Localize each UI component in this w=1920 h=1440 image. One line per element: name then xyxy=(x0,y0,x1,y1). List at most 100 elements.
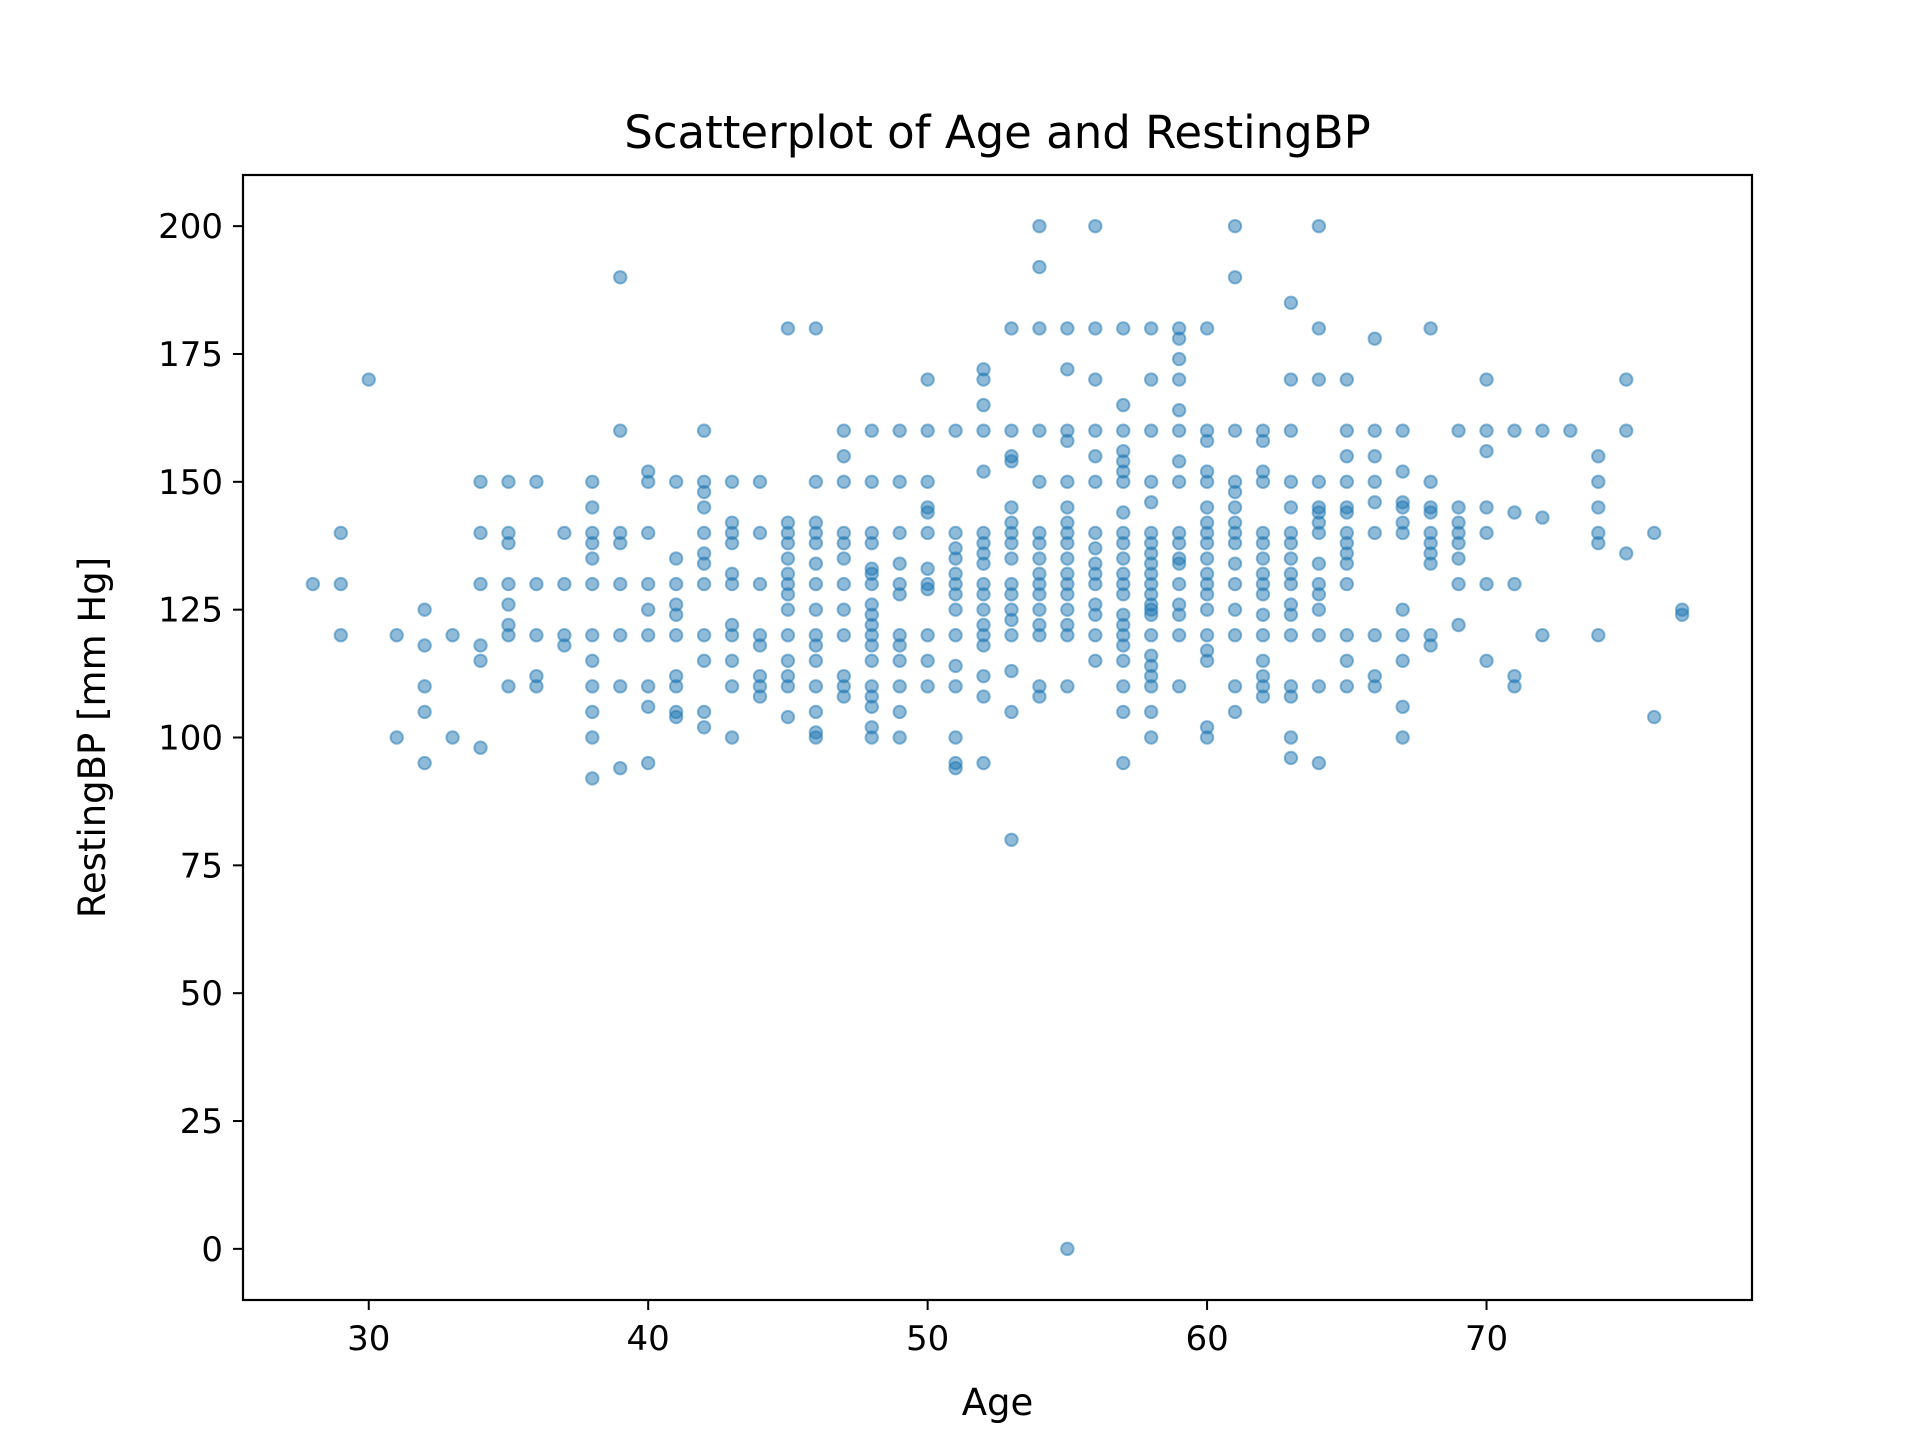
scatter-point xyxy=(920,423,935,438)
scatter-point xyxy=(1311,628,1327,643)
scatter-point xyxy=(585,576,600,592)
y-axis-ticks: 0 25 50 75 100 125 150 175 200 xyxy=(158,207,243,1270)
scatter-point xyxy=(724,730,740,745)
scatter-point xyxy=(752,525,768,541)
scatter-point xyxy=(1283,474,1299,490)
scatter-point xyxy=(1143,648,1159,663)
scatter-point xyxy=(640,602,656,617)
scatter-point xyxy=(1171,372,1187,387)
scatter-point xyxy=(501,679,516,694)
scatter-point xyxy=(1171,576,1187,592)
scatter-point xyxy=(1060,1241,1075,1257)
scatter-point xyxy=(696,576,712,592)
scatter-point xyxy=(1143,704,1159,720)
scatter-point xyxy=(696,423,712,438)
scatter-point xyxy=(836,602,852,617)
x-tick-label: 30 xyxy=(347,1319,390,1359)
scatter-point xyxy=(668,668,684,684)
scatter-point xyxy=(808,628,824,643)
scatter-point xyxy=(1283,500,1299,515)
scatter-point xyxy=(668,704,684,720)
scatter-point xyxy=(1032,566,1047,582)
scatter-point xyxy=(1395,653,1410,668)
scatter-point xyxy=(836,474,852,490)
scatter-point xyxy=(640,679,656,694)
scatter-point xyxy=(1060,617,1075,633)
scatter-point xyxy=(1199,464,1215,479)
scatter-point xyxy=(836,449,852,464)
scatter-point xyxy=(1479,443,1494,459)
scatter-point xyxy=(976,755,991,771)
scatter-point xyxy=(1367,525,1382,541)
scatter-point xyxy=(696,653,712,668)
scatter-point xyxy=(1171,403,1187,418)
scatter-point xyxy=(1451,423,1466,438)
scatter-point xyxy=(976,362,991,377)
scatter-point xyxy=(1451,500,1466,515)
scatter-point xyxy=(1199,566,1215,582)
scatter-point xyxy=(1116,755,1131,771)
scatter-point xyxy=(724,653,740,668)
scatter-point xyxy=(1199,628,1215,643)
scatter-point xyxy=(1143,423,1159,438)
scatter-point xyxy=(1199,643,1215,658)
scatter-point xyxy=(1339,576,1355,592)
scatter-point xyxy=(1646,525,1662,541)
scatter-point xyxy=(920,576,935,592)
scatter-point xyxy=(948,628,963,643)
scatter-point xyxy=(1032,423,1047,438)
scatter-point xyxy=(473,525,488,541)
scatter-point xyxy=(696,525,712,541)
scatter-point xyxy=(892,653,907,668)
scatter-point xyxy=(1283,628,1299,643)
scatter-point xyxy=(1171,679,1187,694)
scatter-point xyxy=(668,628,684,643)
scatter-point xyxy=(780,321,796,336)
scatter-point xyxy=(1311,474,1327,490)
scatter-point xyxy=(808,556,824,571)
scatter-point xyxy=(1339,423,1355,438)
scatter-point xyxy=(668,551,684,566)
scatter-point xyxy=(948,755,963,771)
scatter-point xyxy=(473,740,488,755)
scatter-point xyxy=(1227,474,1243,490)
scatter-point xyxy=(1255,525,1271,541)
y-tick-label: 150 xyxy=(158,463,223,503)
scatter-point xyxy=(1339,628,1355,643)
scatter-point xyxy=(752,576,768,592)
scatter-point xyxy=(808,321,824,336)
scatter-point xyxy=(1283,566,1299,582)
scatter-point xyxy=(640,576,656,592)
scatter-point xyxy=(1507,576,1522,592)
scatter-point xyxy=(417,602,432,617)
y-tick-label: 100 xyxy=(158,719,223,759)
scatter-point xyxy=(1088,321,1103,336)
scatter-point xyxy=(976,397,991,413)
scatter-point xyxy=(1311,755,1327,771)
scatter-point xyxy=(668,597,684,612)
scatter-point xyxy=(1004,704,1019,720)
scatter-point xyxy=(585,628,600,643)
scatter-point xyxy=(696,474,712,490)
scatter-point xyxy=(1116,505,1131,520)
scatter-point xyxy=(1255,628,1271,643)
scatter-point xyxy=(1367,474,1382,490)
scatter-point xyxy=(752,474,768,490)
scatter-point xyxy=(1283,525,1299,541)
scatter-point xyxy=(389,730,404,745)
scatter-point xyxy=(557,628,572,643)
scatter-point xyxy=(1311,218,1327,234)
scatter-point xyxy=(1060,423,1075,438)
scatter-point xyxy=(1171,321,1187,336)
scatter-point xyxy=(1619,372,1634,387)
scatter-point xyxy=(920,525,935,541)
scatter-point xyxy=(1423,525,1438,541)
scatter-point xyxy=(724,566,740,582)
scatter-point xyxy=(473,474,488,490)
scatter-point xyxy=(1088,556,1103,571)
scatter-point xyxy=(1171,454,1187,469)
scatter-point xyxy=(1088,218,1103,234)
scatter-point xyxy=(557,525,572,541)
scatter-point xyxy=(417,679,432,694)
